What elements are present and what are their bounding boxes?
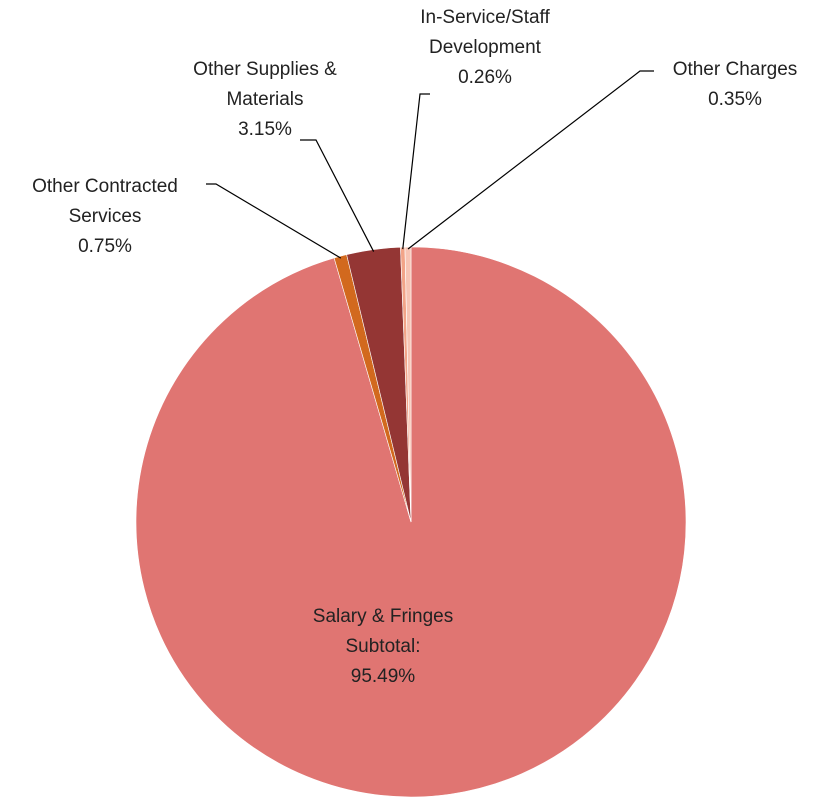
value-label: 0.26% (458, 67, 512, 88)
slice-label: In-Service/Staff Development 0.26% (395, 3, 575, 93)
value-label: 3.15% (238, 119, 292, 140)
slice-label: Other Charges 0.35% (635, 55, 827, 115)
value-label: 95.49% (350, 666, 416, 687)
category-label: Other Charges (672, 59, 798, 80)
leader-line (206, 183, 342, 259)
value-label: 0.35% (708, 89, 762, 110)
slice-label: Salary & Fringes Subtotal: 95.49% (288, 602, 478, 692)
slice-label: Other Supplies & Materials 3.15% (165, 55, 365, 145)
slice-label: Other Contracted Services 0.75% (5, 172, 205, 262)
leader-line (300, 139, 375, 252)
category-label: In-Service/Staff Development (420, 7, 550, 58)
category-label: Salary & Fringes Subtotal: (312, 606, 454, 657)
leader-line (407, 70, 654, 250)
value-label: 0.75% (78, 236, 132, 257)
leader-line (402, 93, 430, 250)
category-label: Other Supplies & Materials (193, 59, 337, 110)
category-label: Other Contracted Services (32, 176, 178, 227)
